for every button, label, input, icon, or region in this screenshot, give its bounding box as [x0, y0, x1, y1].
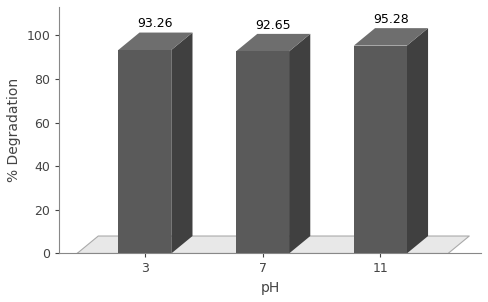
Polygon shape [236, 51, 289, 253]
X-axis label: pH: pH [261, 281, 280, 295]
Text: 92.65: 92.65 [255, 19, 291, 32]
Text: 95.28: 95.28 [373, 13, 409, 26]
Polygon shape [407, 28, 428, 253]
Polygon shape [118, 50, 171, 253]
Polygon shape [354, 46, 407, 253]
Polygon shape [289, 34, 310, 253]
Polygon shape [354, 28, 428, 46]
Text: 93.26: 93.26 [138, 18, 173, 31]
Y-axis label: % Degradation: % Degradation [7, 78, 21, 182]
Polygon shape [118, 33, 192, 50]
Polygon shape [236, 34, 310, 51]
Polygon shape [171, 33, 192, 253]
Polygon shape [77, 236, 469, 253]
